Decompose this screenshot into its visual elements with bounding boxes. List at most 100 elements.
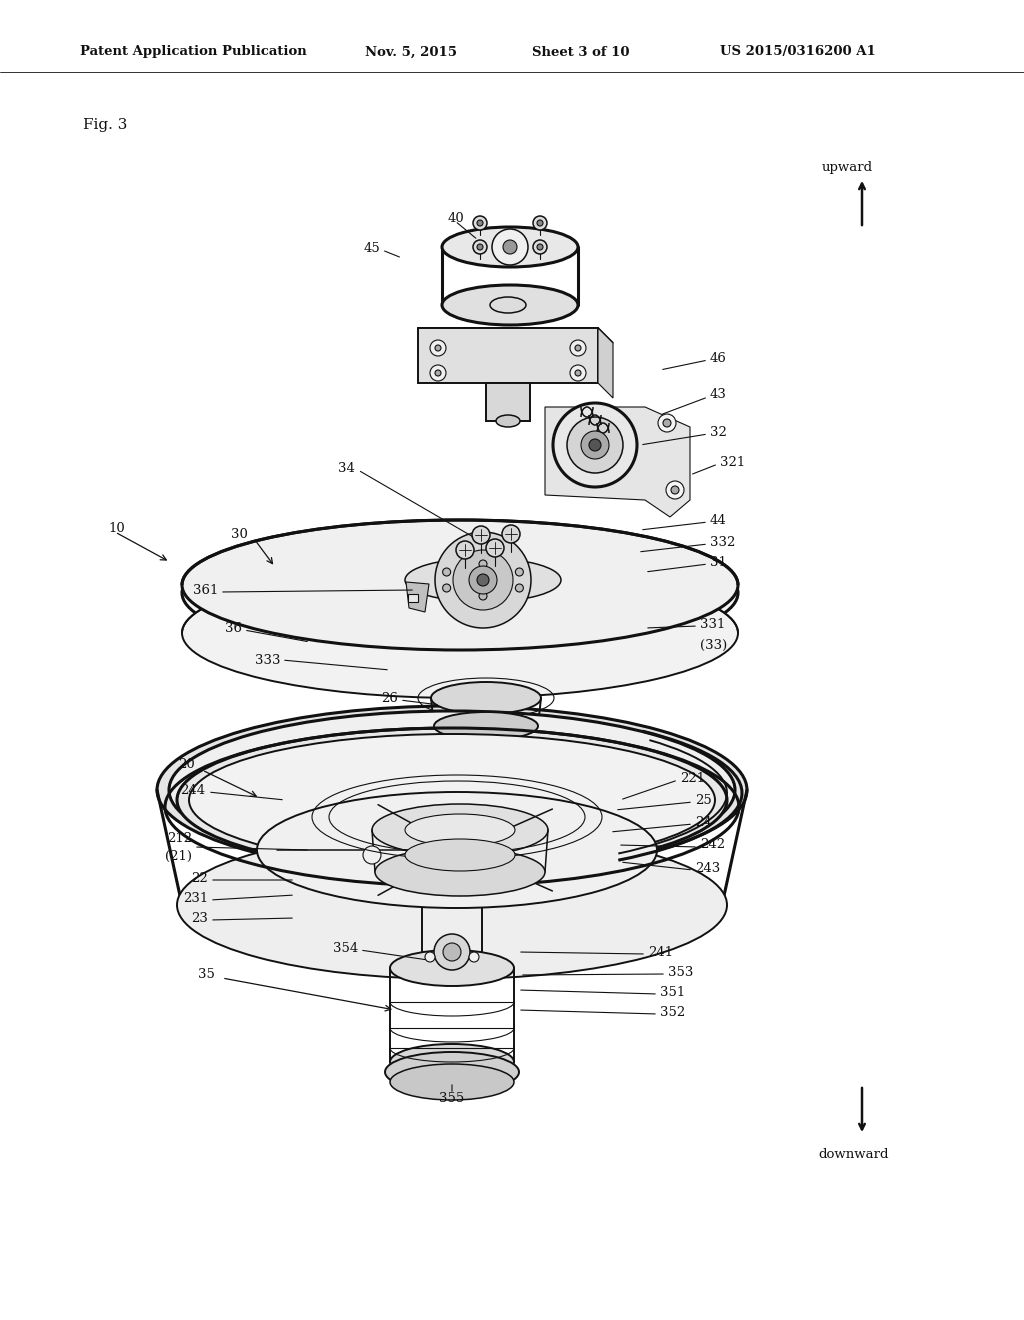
Circle shape bbox=[453, 550, 513, 610]
Text: 20: 20 bbox=[178, 759, 195, 771]
Ellipse shape bbox=[390, 950, 514, 986]
Circle shape bbox=[435, 370, 441, 376]
Circle shape bbox=[456, 541, 474, 558]
Polygon shape bbox=[545, 407, 690, 517]
Circle shape bbox=[537, 244, 543, 249]
Circle shape bbox=[534, 216, 547, 230]
Ellipse shape bbox=[406, 814, 515, 846]
Text: 46: 46 bbox=[710, 351, 727, 364]
Text: 331: 331 bbox=[700, 619, 725, 631]
Text: 333: 333 bbox=[255, 653, 280, 667]
Text: (21): (21) bbox=[165, 850, 193, 862]
Ellipse shape bbox=[177, 729, 727, 873]
Circle shape bbox=[570, 341, 586, 356]
Ellipse shape bbox=[431, 682, 541, 714]
Ellipse shape bbox=[182, 568, 738, 698]
Text: 212: 212 bbox=[167, 832, 193, 845]
Circle shape bbox=[430, 366, 446, 381]
Text: 361: 361 bbox=[193, 583, 218, 597]
Text: 34: 34 bbox=[338, 462, 355, 474]
Ellipse shape bbox=[496, 414, 520, 426]
Circle shape bbox=[581, 432, 609, 459]
Circle shape bbox=[362, 846, 381, 865]
Ellipse shape bbox=[169, 711, 735, 869]
Circle shape bbox=[671, 486, 679, 494]
Text: 45: 45 bbox=[364, 242, 380, 255]
Text: (33): (33) bbox=[700, 639, 727, 652]
Ellipse shape bbox=[406, 558, 561, 602]
Text: 243: 243 bbox=[695, 862, 720, 874]
Ellipse shape bbox=[422, 952, 482, 972]
Circle shape bbox=[663, 418, 671, 426]
Ellipse shape bbox=[434, 711, 538, 741]
Text: 10: 10 bbox=[108, 521, 125, 535]
Text: 352: 352 bbox=[660, 1006, 685, 1019]
Circle shape bbox=[477, 220, 483, 226]
Circle shape bbox=[534, 240, 547, 253]
Text: downward: downward bbox=[818, 1148, 889, 1162]
Bar bbox=[486, 383, 530, 421]
Ellipse shape bbox=[390, 1044, 514, 1080]
Circle shape bbox=[479, 591, 487, 601]
Circle shape bbox=[658, 414, 676, 432]
Circle shape bbox=[575, 370, 581, 376]
Circle shape bbox=[425, 952, 435, 962]
Circle shape bbox=[486, 539, 504, 557]
Circle shape bbox=[575, 345, 581, 351]
Text: 26: 26 bbox=[381, 692, 398, 705]
Circle shape bbox=[492, 228, 528, 265]
Text: 221: 221 bbox=[680, 771, 706, 784]
Ellipse shape bbox=[406, 840, 515, 871]
Ellipse shape bbox=[442, 227, 578, 267]
Text: 25: 25 bbox=[695, 793, 712, 807]
Text: 332: 332 bbox=[710, 536, 735, 549]
Polygon shape bbox=[418, 327, 613, 343]
Text: 43: 43 bbox=[710, 388, 727, 401]
Circle shape bbox=[469, 952, 479, 962]
Text: 351: 351 bbox=[660, 986, 685, 998]
Circle shape bbox=[666, 480, 684, 499]
Circle shape bbox=[567, 417, 623, 473]
Text: 354: 354 bbox=[333, 941, 358, 954]
Ellipse shape bbox=[189, 734, 715, 866]
Text: 231: 231 bbox=[182, 891, 208, 904]
Circle shape bbox=[477, 244, 483, 249]
Text: 244: 244 bbox=[180, 784, 205, 796]
Bar bbox=[408, 594, 418, 602]
Text: 353: 353 bbox=[668, 965, 693, 978]
Text: 22: 22 bbox=[191, 871, 208, 884]
Circle shape bbox=[537, 220, 543, 226]
Ellipse shape bbox=[182, 520, 738, 649]
Text: Patent Application Publication: Patent Application Publication bbox=[80, 45, 307, 58]
Text: 30: 30 bbox=[231, 528, 248, 541]
Text: 321: 321 bbox=[720, 455, 745, 469]
Ellipse shape bbox=[490, 297, 526, 313]
Circle shape bbox=[442, 568, 451, 576]
Text: 36: 36 bbox=[225, 622, 242, 635]
Text: 44: 44 bbox=[710, 513, 727, 527]
Circle shape bbox=[570, 366, 586, 381]
Ellipse shape bbox=[390, 1064, 514, 1100]
Ellipse shape bbox=[182, 528, 738, 657]
Circle shape bbox=[442, 583, 451, 591]
Text: 241: 241 bbox=[648, 945, 673, 958]
Ellipse shape bbox=[372, 804, 548, 855]
Text: 35: 35 bbox=[198, 969, 215, 982]
Circle shape bbox=[515, 568, 523, 576]
Circle shape bbox=[473, 240, 487, 253]
Text: 40: 40 bbox=[449, 211, 465, 224]
Text: Sheet 3 of 10: Sheet 3 of 10 bbox=[532, 45, 630, 58]
Circle shape bbox=[502, 525, 520, 543]
Circle shape bbox=[469, 566, 497, 594]
Circle shape bbox=[479, 560, 487, 568]
Circle shape bbox=[515, 583, 523, 591]
Circle shape bbox=[443, 942, 461, 961]
Circle shape bbox=[435, 532, 531, 628]
Text: Fig. 3: Fig. 3 bbox=[83, 117, 127, 132]
Circle shape bbox=[473, 216, 487, 230]
Circle shape bbox=[435, 345, 441, 351]
Text: US 2015/0316200 A1: US 2015/0316200 A1 bbox=[720, 45, 876, 58]
Text: 31: 31 bbox=[710, 556, 727, 569]
Bar bbox=[468, 743, 504, 766]
Ellipse shape bbox=[375, 847, 545, 896]
